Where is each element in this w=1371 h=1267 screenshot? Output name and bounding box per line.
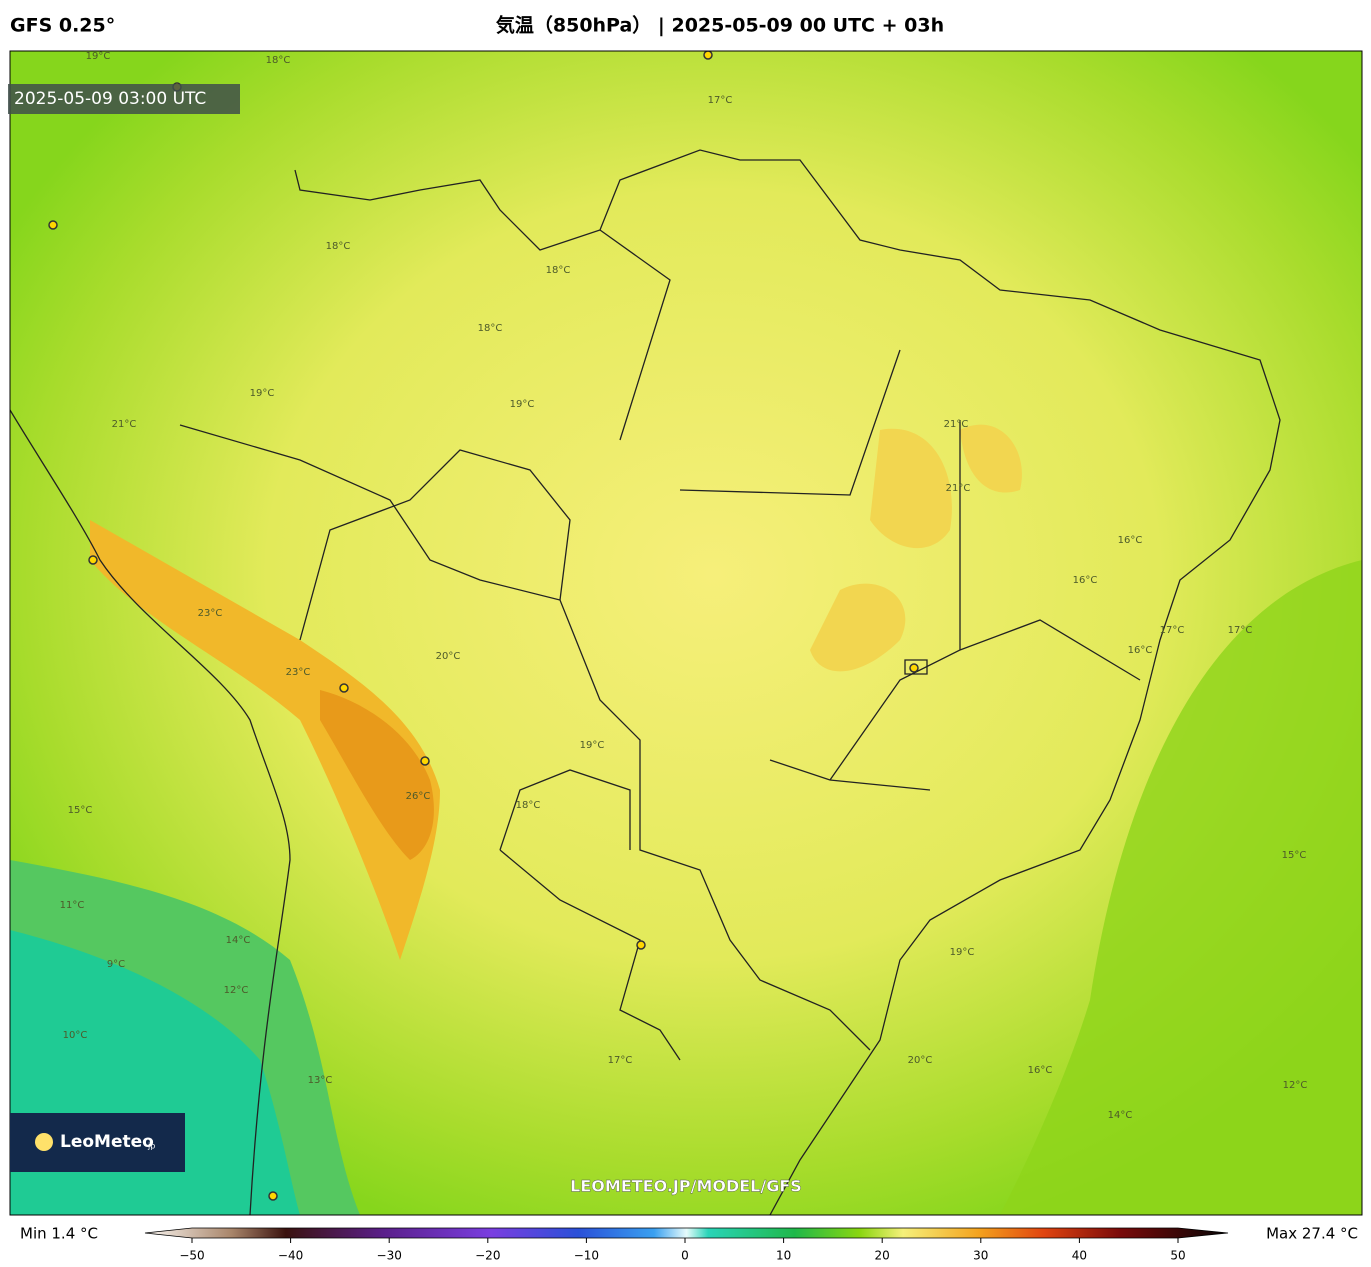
contour-label: 19°C [86,51,111,62]
contour-label: 19°C [950,947,975,958]
contour-label: 21°C [112,419,137,430]
map-title: 気温（850hPa） | 2025-05-09 00 UTC + 03h [496,14,944,37]
contour-label: 14°C [1108,1110,1133,1121]
colorbar-tick-label: 0 [681,1249,689,1263]
contour-label: 14°C [226,935,251,946]
contour-label: 21°C [946,483,971,494]
contour-label: 18°C [326,241,351,252]
contour-label: 18°C [546,265,571,276]
contour-label: 18°C [478,323,503,334]
contour-label: 11°C [60,900,85,911]
colorbar-tick-label: −50 [179,1249,204,1263]
contour-label: 26°C [406,791,431,802]
min-label: Min 1.4 °C [20,1225,98,1243]
contour-label: 16°C [1118,535,1143,546]
contour-label: 9°C [107,959,125,970]
contour-label: 10°C [63,1030,88,1041]
contour-label: 19°C [580,740,605,751]
logo-name: LeoMeteo [60,1132,154,1152]
colorbar-tick-label: 30 [973,1249,988,1263]
contour-label: 12°C [224,985,249,996]
contour-label: 21°C [944,419,969,430]
timestamp-box [8,84,240,114]
map-frame [9,50,1363,1216]
hot-core [320,690,434,860]
contour-label: 19°C [250,388,275,399]
logo-suffix: jp [147,1142,155,1151]
warm-patches [810,424,1022,672]
contour-label: 12°C [1283,1080,1308,1091]
colorbar-bar [144,1227,1229,1239]
contour-label: 17°C [608,1055,633,1066]
contour-label: 15°C [1282,850,1307,861]
model-name: GFS 0.25° [10,15,115,37]
colorbar-tick-label: −10 [574,1249,599,1263]
contour-label: 17°C [1228,625,1253,636]
colorbar-tick-label: −20 [475,1249,500,1263]
contour-label: 19°C [510,399,535,410]
colorbar-tick-label: 20 [875,1249,890,1263]
contour-label: 16°C [1028,1065,1053,1076]
map: 18°C 19°C 17°C 18°C 18°C 18°C 19°C 19°C 21°C 21°C… [10,51,1362,1215]
contour-label: 18°C [516,800,541,811]
colorbar-tick-label: 50 [1170,1249,1185,1263]
timestamp: 2025-05-09 03:00 UTC [14,89,206,109]
contour-label: 13°C [308,1075,333,1086]
contour-label: 18°C [266,55,291,66]
contour-label: 17°C [1160,625,1185,636]
contour-labels: 18°C 19°C 17°C 18°C 18°C 18°C 19°C 19°C 21°C 21°C… [60,51,1308,1121]
contour-label: 15°C [68,805,93,816]
borders [10,149,1281,1215]
colorbar-tick-label: −40 [278,1249,303,1263]
watermark: LEOMETEO.JP/MODEL/GFS [570,1177,802,1196]
contour-label: 20°C [908,1055,933,1066]
contour-label: 17°C [708,95,733,106]
contour-label: 16°C [1128,645,1153,656]
colorbar-tick-label: −30 [377,1249,402,1263]
contour-label: 16°C [1073,575,1098,586]
cool-ocean [1000,560,1362,1215]
colorbar-tick-label: 10 [776,1249,791,1263]
colorbar: −50 −40 −30 −20 −10 0 10 20 30 40 50 [144,1227,1229,1263]
contour-label: 23°C [198,608,223,619]
warm-andes [90,520,440,960]
colorbar-tick-label: 40 [1072,1249,1087,1263]
contour-label: 23°C [286,667,311,678]
contour-label: 20°C [436,651,461,662]
logo-sun [35,1133,53,1151]
max-label: Max 27.4 °C [1266,1225,1358,1243]
